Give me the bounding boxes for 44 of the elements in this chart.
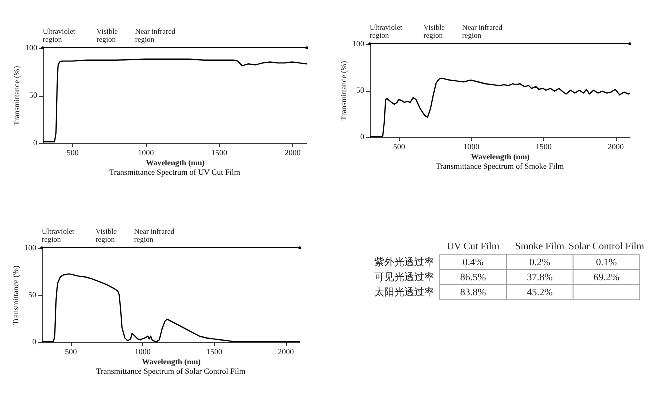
x-tick-label: 1000 [138,148,154,158]
y-axis-title: Transmittance (%) [12,265,20,326]
data-label: 45.2% [527,288,553,298]
y-tick-label: 100 [352,40,364,48]
data-label: 86.5% [460,272,486,284]
x-tick-label: UV Cut Film [447,242,500,252]
data-label: 0.1% [596,258,618,268]
y-tick-label: 50 [30,91,38,100]
y-tick-label: 0 [34,138,38,148]
y-tick-label: 100 [26,44,38,52]
x-tick-label: 1500 [206,348,222,356]
y-axis-title: Transmittance (%) [12,66,22,126]
x-tick-label: Smoke Film [515,242,565,252]
x-tick-label: 1000 [134,348,151,356]
x-tick-label: 1000 [464,142,480,152]
y-tick-label: 50 [28,290,36,300]
y-tick-label: 0 [360,132,364,142]
data-label: 37.8% [527,272,553,284]
x-tick-label: 1500 [212,148,228,158]
x-tick-label: 1500 [536,142,552,152]
x-tick-label: 500 [66,148,79,158]
text: Transmittance Spectrum of Smoke Film [436,162,565,171]
data-label: 69.2% [594,272,620,284]
x-tick-label: Solar Control Film [568,242,645,252]
x-axis-title: Wavelength (nm) [146,158,206,168]
y-tick-label: 太阳光透过率 [374,286,434,298]
x-tick-label: 2000 [284,148,301,158]
data-label: 0.2% [530,258,550,268]
x-tick-label: 2000 [608,142,624,152]
x-axis-title: Wavelength (nm) [142,358,202,366]
y-tick-label: 50 [356,86,364,95]
x-tick-label: 500 [393,142,406,152]
y-tick-label: 0 [32,338,36,346]
text: Transmittance Spectrum of UV Cut Film [110,168,242,177]
y-tick-label: 100 [24,244,36,252]
data-label: 0.4% [462,258,484,268]
x-tick-label: 500 [65,348,78,356]
y-tick-label: 紫外光透过率 [374,256,434,268]
x-tick-label: 2000 [278,348,294,356]
y-axis-title: Transmittance (%) [340,60,348,121]
data-label: 83.8% [460,288,486,298]
x-axis-title: Wavelength (nm) [471,152,530,162]
y-tick-label: 可见光透过率 [374,272,434,284]
text: Transmittance Spectrum of Solar Control Film [96,367,246,376]
